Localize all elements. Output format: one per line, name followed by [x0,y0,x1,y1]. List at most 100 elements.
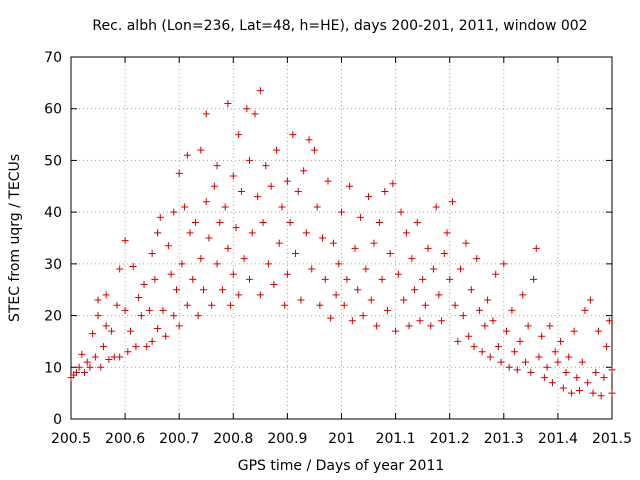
data-point-marker [240,255,248,263]
data-point-marker [551,348,559,356]
data-point-marker [243,105,251,113]
data-point-marker [532,244,540,252]
data-point-marker [597,392,605,400]
data-point-marker [102,322,110,330]
data-point-marker [427,322,435,330]
data-point-marker [213,260,221,268]
x-tick-label: 201 [328,431,355,447]
data-point-marker [538,332,546,340]
data-point-marker [381,187,389,195]
x-tick-label: 200.8 [213,431,253,447]
data-point-marker [145,306,153,314]
data-point-marker [94,296,102,304]
data-point-marker [370,239,378,247]
data-point-marker [224,244,232,252]
y-tick-label: 0 [53,412,62,428]
x-tick-label: 201.1 [376,431,416,447]
data-point-marker [246,275,254,283]
data-point-marker [429,265,437,273]
data-point-marker [89,330,97,338]
data-point-marker [473,255,481,263]
x-tick-label: 200.6 [105,431,145,447]
data-point-marker [435,291,443,299]
data-point-marker [178,260,186,268]
data-point-marker [81,368,89,376]
data-point-marker [492,270,500,278]
data-point-marker [478,348,486,356]
x-axis-label: GPS time / Days of year 2011 [238,458,445,474]
data-point-marker [300,167,308,175]
data-point-marker [224,100,232,108]
data-point-marker [121,237,129,245]
x-tick-label: 200.7 [159,431,199,447]
data-point-marker [308,265,316,273]
axis-ticks: 200.5 200.6 200.7 200.8 200.9 201 201.1 201.2 20… [44,50,632,447]
data-point-marker [365,193,373,201]
data-point-marker [302,229,310,237]
data-point-marker [86,363,94,371]
data-point-marker [400,296,408,304]
data-point-marker [256,87,264,95]
data-point-marker [589,389,597,397]
x-tick-label: 201.4 [538,431,578,447]
data-point-marker [419,275,427,283]
data-point-marker [513,366,521,374]
data-point-marker [378,275,386,283]
data-point-marker [586,296,594,304]
data-point-marker [275,239,283,247]
data-point-marker [484,296,492,304]
data-point-marker [438,317,446,325]
data-point-marker [218,286,226,294]
data-point-marker [175,169,183,177]
data-point-marker [351,244,359,252]
data-point-marker [600,374,608,382]
data-point-marker [338,208,345,216]
data-point-marker [75,363,83,371]
data-point-marker [465,332,473,340]
data-point-marker [573,374,581,382]
data-point-marker [246,156,254,164]
x-tick-label: 201.2 [430,431,470,447]
x-tick-label: 201.3 [484,431,524,447]
data-point-marker [91,353,99,361]
data-point-marker [194,312,202,320]
data-point-marker [148,337,156,345]
chart-title: Rec. albh (Lon=236, Lat=48, h=HE), days … [92,18,587,34]
data-point-marker [273,146,281,154]
data-point-marker [508,306,516,314]
data-point-marker [608,366,616,374]
data-point-marker [186,229,194,237]
data-point-marker [172,286,180,294]
data-point-marker [124,348,132,356]
data-point-marker [524,322,532,330]
data-point-marker [113,301,121,309]
data-point-marker [584,379,592,387]
data-point-marker [94,312,102,320]
data-point-marker [548,379,556,387]
data-point-marker [237,187,245,195]
data-point-marker [248,229,256,237]
data-point-marker [343,275,351,283]
data-point-marker [394,270,402,278]
data-point-marker [486,353,494,361]
data-point-marker [362,265,370,273]
data-point-marker [392,327,400,335]
data-point-marker [397,208,405,216]
data-point-marker [197,146,205,154]
data-point-marker [313,203,321,211]
data-point-marker [264,260,272,268]
data-point-marker [354,286,362,294]
data-point-marker [408,255,416,263]
data-point-marker [373,322,381,330]
data-point-marker [329,239,337,247]
data-point-marker [235,131,243,139]
data-point-marker [232,224,240,232]
data-point-marker [594,327,602,335]
data-point-marker [116,265,124,273]
data-point-marker [603,343,611,351]
data-point-marker [554,358,562,366]
data-point-marker [605,317,613,325]
data-point-marker [356,213,364,221]
data-point-marker [162,332,170,340]
data-point-marker [148,250,156,258]
